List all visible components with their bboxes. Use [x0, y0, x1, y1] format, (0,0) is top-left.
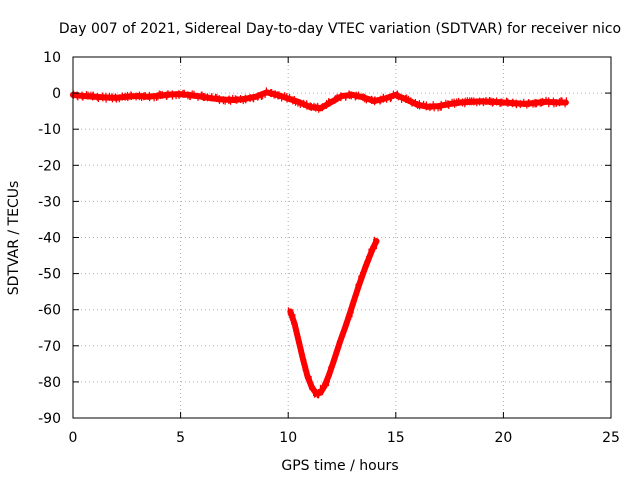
data-point	[336, 339, 343, 346]
y-tick-label: -60	[38, 303, 61, 319]
data-point	[362, 263, 369, 270]
y-tick-label: -90	[38, 411, 61, 427]
data-point	[274, 91, 281, 98]
y-tick-label: -40	[38, 231, 61, 247]
data-point	[457, 99, 464, 106]
data-point	[113, 94, 119, 101]
data-point	[562, 99, 569, 106]
data-point	[123, 93, 130, 100]
data-point	[308, 384, 315, 391]
data-point	[285, 95, 292, 102]
data-point	[321, 382, 328, 389]
y-tick-label: -80	[38, 375, 61, 391]
data-point	[369, 247, 376, 254]
data-point	[102, 94, 109, 101]
x-tick-label: 25	[602, 430, 620, 446]
chart-title: Day 007 of 2021, Sidereal Day-to-day VTE…	[59, 21, 621, 37]
data-point	[478, 98, 485, 105]
tick-layer: 0 5 10 15 20 25 10 0 -10 -20 -30 -40 -50 -60 -70 -80 -90	[38, 50, 620, 446]
data-point	[199, 93, 206, 100]
data-point	[330, 359, 337, 365]
data-point	[317, 389, 324, 396]
data-point	[511, 100, 518, 107]
data-point	[543, 98, 550, 105]
y-tick-label: -70	[38, 339, 61, 355]
data-point	[392, 91, 399, 98]
series-noise-dip	[287, 236, 377, 399]
data-point	[356, 281, 363, 288]
data-point	[425, 103, 432, 110]
data-point	[382, 95, 388, 102]
data-point	[80, 93, 87, 99]
data-point	[371, 98, 378, 104]
data-point	[263, 89, 270, 96]
data-point	[446, 100, 453, 107]
data-point	[521, 100, 528, 107]
data-point	[91, 93, 98, 100]
x-tick-label: 0	[69, 430, 78, 446]
data-point	[242, 95, 249, 102]
data-point	[209, 95, 216, 102]
data-point	[296, 99, 302, 106]
y-tick-label: -20	[38, 158, 61, 174]
y-tick-label: -50	[38, 267, 61, 283]
data-point	[166, 91, 173, 98]
data-point	[328, 99, 335, 106]
data-point	[317, 105, 324, 112]
x-axis-label: GPS time / hours	[281, 458, 398, 474]
data-point	[306, 103, 313, 110]
data-point	[145, 93, 152, 100]
data-point	[468, 98, 475, 105]
grid-layer	[73, 57, 611, 418]
data-point	[291, 321, 298, 328]
x-tick-label: 5	[176, 430, 185, 446]
data-point	[435, 103, 442, 110]
y-tick-label: -30	[38, 194, 61, 210]
data-layer	[70, 87, 569, 399]
y-tick-label: -10	[38, 122, 61, 138]
y-tick-label: 0	[52, 86, 61, 102]
data-point	[231, 97, 238, 103]
data-point	[188, 92, 195, 99]
y-axis-label: SDTVAR / TECUs	[6, 181, 22, 296]
data-point	[343, 321, 350, 328]
data-point	[500, 99, 507, 106]
x-tick-label: 20	[494, 430, 512, 446]
data-point	[156, 92, 163, 99]
data-point	[532, 99, 539, 106]
data-point	[373, 238, 380, 245]
data-point	[252, 93, 259, 100]
data-point	[300, 357, 307, 364]
data-point	[554, 99, 561, 106]
data-point	[304, 373, 311, 380]
data-point	[349, 301, 356, 308]
data-point	[177, 91, 184, 98]
data-point	[339, 93, 345, 99]
data-point	[349, 91, 356, 98]
data-point	[403, 96, 410, 103]
data-point	[489, 98, 496, 105]
x-tick-label: 10	[279, 430, 297, 446]
data-point	[220, 96, 227, 103]
data-point	[326, 371, 333, 378]
data-point	[296, 339, 302, 346]
data-point	[414, 101, 421, 108]
y-tick-label: 10	[43, 50, 61, 66]
data-point	[360, 94, 367, 101]
data-point	[287, 308, 294, 315]
data-point	[134, 93, 141, 99]
x-tick-label: 15	[387, 430, 405, 446]
